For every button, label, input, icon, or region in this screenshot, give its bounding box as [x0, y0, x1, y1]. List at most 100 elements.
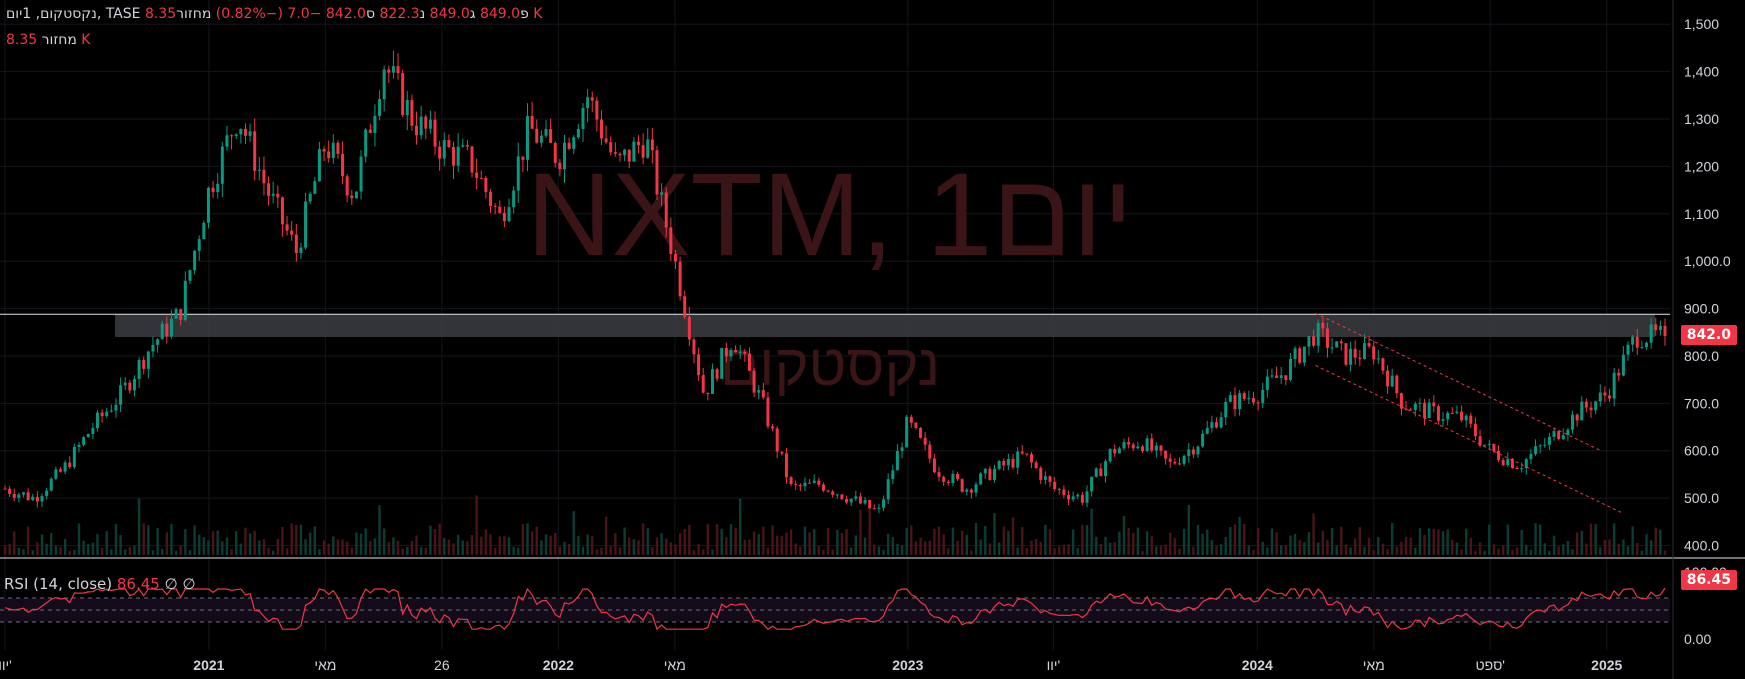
volume-bar	[45, 543, 48, 555]
candle-body	[1561, 435, 1565, 440]
volume-bar	[40, 534, 44, 555]
volume-bar	[281, 526, 284, 555]
candle-body	[937, 472, 941, 477]
candle-body	[1344, 343, 1348, 365]
candle-body	[627, 149, 631, 162]
candle-body	[105, 411, 109, 417]
x-tick-label: 2021	[193, 657, 224, 673]
candle-body	[1122, 442, 1126, 449]
candle-body	[1631, 336, 1635, 345]
rsi-legend: RSI (14, close) 86.45 ∅ ∅	[4, 575, 196, 593]
candle-body	[493, 205, 497, 207]
volume-bar	[1349, 547, 1352, 555]
volume-bar	[752, 531, 756, 555]
candle-body	[1510, 458, 1514, 468]
rsi-panel	[0, 587, 1670, 631]
volume-bar	[1030, 540, 1033, 555]
candle-body	[174, 309, 178, 319]
candle-body	[109, 410, 113, 412]
candle-body	[1034, 462, 1038, 468]
volume-bar	[1307, 532, 1311, 555]
volume-bar	[100, 547, 104, 555]
volume-bar	[877, 546, 881, 555]
candle-body	[498, 206, 502, 213]
candle-body	[438, 146, 442, 159]
candle-body	[267, 183, 271, 196]
candle-body	[1372, 346, 1376, 360]
volume-bar	[947, 548, 950, 555]
candle-body	[1265, 376, 1269, 390]
candle-body	[156, 339, 160, 345]
candle-body	[313, 181, 317, 194]
volume-bar	[392, 537, 395, 555]
candle-body	[1529, 454, 1533, 460]
candle-body	[21, 492, 25, 495]
volume-bar	[1215, 545, 1218, 555]
candle-body	[1321, 322, 1325, 329]
candle-body	[669, 227, 673, 255]
volume-bar	[202, 537, 206, 555]
candle-body	[803, 482, 807, 487]
volume-bar	[207, 540, 210, 555]
y-tick-label: 1,400	[1684, 64, 1719, 80]
volume-bar	[632, 539, 636, 555]
candle-body	[951, 473, 955, 483]
volume-bar	[1344, 544, 1348, 555]
volume-value-2: 8.35 K	[6, 32, 91, 48]
volume-bar	[1099, 543, 1103, 555]
volume-bar	[1492, 544, 1496, 555]
volume-bar	[706, 523, 710, 555]
volume-bar	[359, 533, 363, 555]
candle-body	[424, 116, 428, 129]
volume-bar	[956, 540, 959, 555]
volume-bar	[1580, 530, 1583, 555]
volume-bar	[396, 540, 400, 555]
candle-body	[1658, 325, 1662, 331]
volume-bar	[1640, 550, 1644, 555]
candle-body	[179, 309, 183, 320]
volume-bar	[1511, 549, 1514, 555]
volume-bar	[198, 534, 201, 555]
volume-bar	[720, 528, 723, 555]
volume-bar	[336, 539, 340, 555]
close-value: 842.0	[325, 6, 366, 22]
volume-bar	[1071, 529, 1075, 555]
volume-label-2: מחזור	[41, 32, 77, 48]
volume-bar	[50, 533, 53, 555]
candle-body	[1011, 458, 1015, 468]
volume-bar	[762, 526, 765, 555]
volume-bar	[1543, 543, 1546, 555]
candle-body	[997, 461, 1001, 469]
volume-bar	[1608, 539, 1611, 555]
candle-body	[835, 494, 839, 496]
candle-body	[299, 247, 303, 254]
candle-body	[590, 97, 594, 101]
candle-body	[1594, 401, 1598, 411]
volume-bar	[1132, 532, 1135, 555]
volume-bar	[785, 532, 788, 555]
volume-bar	[1187, 504, 1190, 555]
candle-body	[840, 494, 844, 500]
volume-bar	[299, 524, 303, 555]
candle-body	[114, 404, 118, 411]
volume-bar	[1284, 545, 1288, 555]
volume-bar	[211, 531, 215, 555]
x-tick-label: 2022	[543, 657, 574, 673]
candle-body	[345, 176, 349, 196]
volume-bar	[1557, 546, 1560, 555]
candle-body	[452, 147, 456, 166]
candle-body	[327, 151, 331, 159]
candle-body	[1497, 451, 1501, 461]
volume-bar	[937, 526, 941, 555]
candle-body	[673, 254, 677, 262]
candle-body	[63, 462, 67, 472]
volume-bar	[1224, 536, 1227, 555]
volume-bar	[651, 546, 654, 555]
volume-bar	[628, 537, 631, 555]
volume-bar	[1432, 528, 1436, 555]
candle-body	[1598, 392, 1602, 402]
candle-body	[604, 138, 608, 143]
candle-body	[877, 507, 881, 509]
volume-bar	[1095, 536, 1098, 555]
